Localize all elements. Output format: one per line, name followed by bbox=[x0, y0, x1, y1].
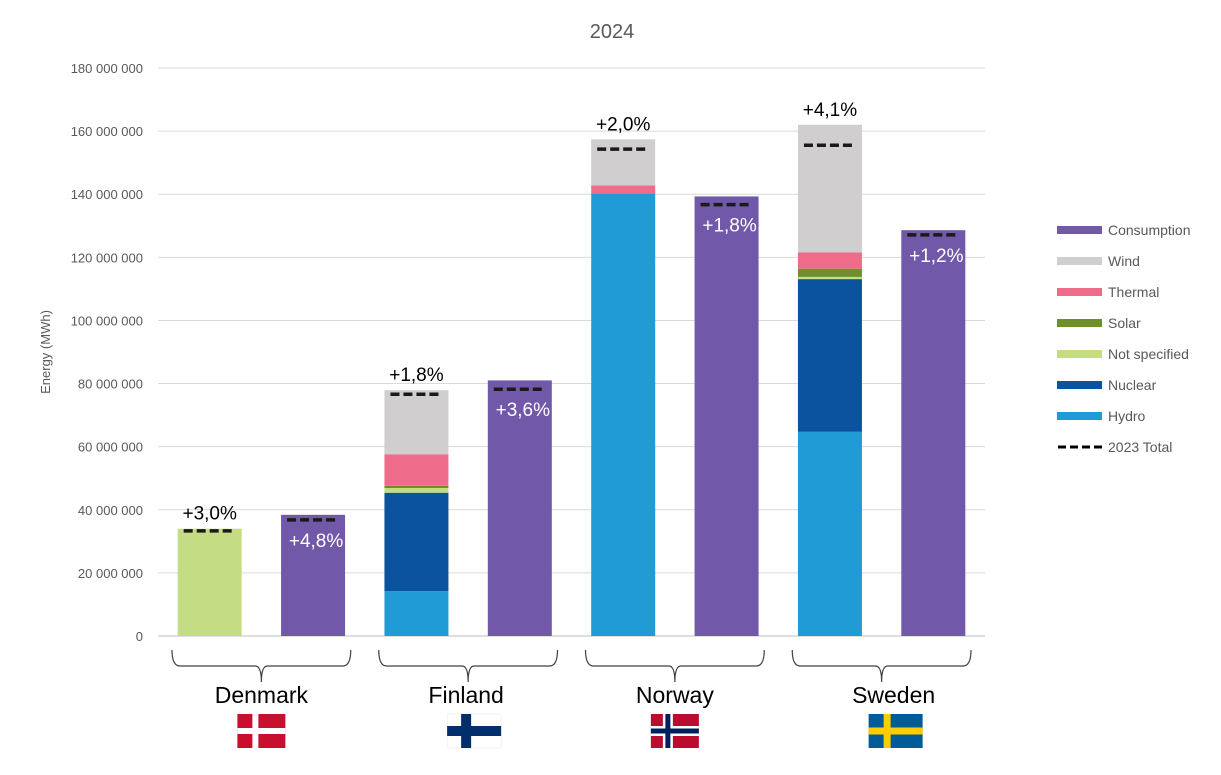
country-bracket bbox=[791, 649, 972, 683]
country-label-norway: Norway bbox=[636, 682, 714, 708]
bar-segment-norway-consumption bbox=[694, 196, 759, 637]
country-brackets: Denmark Finland Norway Sweden bbox=[171, 649, 972, 749]
bar-segment-denmark-not-specified bbox=[177, 528, 242, 636]
y-tick-label: 100 000 000 bbox=[71, 313, 143, 328]
legend-swatch bbox=[1057, 288, 1102, 296]
bar-segment-sweden-thermal bbox=[797, 252, 862, 269]
bar-segment-finland-not-specified bbox=[384, 488, 449, 493]
bar-segment-finland-consumption bbox=[487, 380, 552, 636]
legend-label: Nuclear bbox=[1108, 377, 1157, 393]
country-label-denmark: Denmark bbox=[215, 682, 309, 708]
bar-segment-norway-hydro bbox=[591, 193, 656, 636]
legend-item: Consumption bbox=[1057, 222, 1191, 238]
change-labels: +3,0% +4,8% +1,8% +3,6% +2,0% +1,8% +4,1% +1,2% bbox=[182, 100, 963, 552]
country-bracket bbox=[584, 649, 765, 683]
legend-item: Wind bbox=[1057, 253, 1140, 269]
legend-label: Wind bbox=[1108, 253, 1140, 269]
legend-item: Solar bbox=[1057, 315, 1141, 331]
change-label: +2,0% bbox=[596, 114, 651, 135]
legend-swatch bbox=[1057, 350, 1102, 358]
legend-swatch bbox=[1057, 412, 1102, 420]
country-label-sweden: Sweden bbox=[852, 682, 935, 708]
country-bracket bbox=[378, 649, 559, 683]
legend-label: Consumption bbox=[1108, 222, 1191, 238]
change-label: +1,2% bbox=[909, 246, 964, 267]
bar-segment-sweden-hydro bbox=[797, 431, 862, 636]
bar-segment-sweden-solar bbox=[797, 268, 862, 277]
bar-segment-finland-hydro bbox=[384, 591, 449, 636]
legend: Consumption Wind Thermal Solar Not specified… bbox=[1057, 222, 1191, 455]
country-bracket bbox=[171, 649, 352, 683]
bar-segment-finland-solar bbox=[384, 485, 449, 489]
legend-label: Solar bbox=[1108, 315, 1141, 331]
bar-segment-norway-wind bbox=[591, 139, 656, 186]
legend-swatch bbox=[1057, 226, 1102, 234]
bar-segment-sweden-nuclear bbox=[797, 279, 862, 432]
legend-swatch bbox=[1057, 319, 1102, 327]
legend-item: 2023 Total bbox=[1058, 439, 1172, 455]
y-tick-label: 80 000 000 bbox=[78, 377, 143, 392]
y-tick-label: 40 000 000 bbox=[78, 503, 143, 518]
bar-segment-finland-nuclear bbox=[384, 492, 449, 592]
total-2023-markers bbox=[183, 143, 960, 533]
y-tick-label: 120 000 000 bbox=[71, 250, 143, 265]
change-label: +3,0% bbox=[182, 504, 237, 525]
sweden-flag bbox=[868, 714, 923, 748]
bar-segment-finland-wind bbox=[384, 390, 449, 455]
bar-segment-sweden-not-specified bbox=[797, 276, 862, 280]
y-tick-label: 20 000 000 bbox=[78, 566, 143, 581]
y-axis-ticks: 0 20 000 000 40 000 000 60 000 000 80 000 00… bbox=[71, 61, 143, 644]
norway-flag bbox=[650, 714, 699, 748]
legend-item: Hydro bbox=[1057, 408, 1146, 424]
y-tick-label: 140 000 000 bbox=[71, 187, 143, 202]
denmark-flag bbox=[237, 714, 286, 748]
bar-segment-sweden-consumption bbox=[901, 230, 966, 636]
y-tick-label: 160 000 000 bbox=[71, 124, 143, 139]
finland-flag bbox=[446, 713, 502, 749]
bars bbox=[177, 124, 966, 637]
change-label: +3,6% bbox=[496, 400, 551, 421]
change-label: +1,8% bbox=[389, 365, 444, 386]
y-axis-label: Energy (MWh) bbox=[38, 310, 53, 394]
bar-segment-finland-thermal bbox=[384, 454, 449, 486]
bar-segment-norway-thermal bbox=[591, 185, 656, 194]
legend-item: Not specified bbox=[1057, 346, 1189, 362]
legend-label: 2023 Total bbox=[1108, 439, 1172, 455]
legend-label: Thermal bbox=[1108, 284, 1159, 300]
y-tick-label: 180 000 000 bbox=[71, 61, 143, 76]
y-tick-label: 0 bbox=[136, 629, 143, 644]
change-label: +1,8% bbox=[702, 216, 757, 237]
legend-item: Nuclear bbox=[1057, 377, 1157, 393]
change-label: +4,8% bbox=[289, 531, 344, 552]
chart-title: 2024 bbox=[590, 21, 635, 43]
legend-swatch bbox=[1057, 257, 1102, 265]
legend-item: Thermal bbox=[1057, 284, 1159, 300]
legend-label: Not specified bbox=[1108, 346, 1189, 362]
y-tick-label: 60 000 000 bbox=[78, 440, 143, 455]
legend-swatch bbox=[1057, 381, 1102, 389]
bar-segment-denmark-consumption bbox=[281, 514, 346, 636]
change-label: +4,1% bbox=[803, 100, 858, 121]
country-label-finland: Finland bbox=[428, 682, 503, 708]
legend-label: Hydro bbox=[1108, 408, 1146, 424]
